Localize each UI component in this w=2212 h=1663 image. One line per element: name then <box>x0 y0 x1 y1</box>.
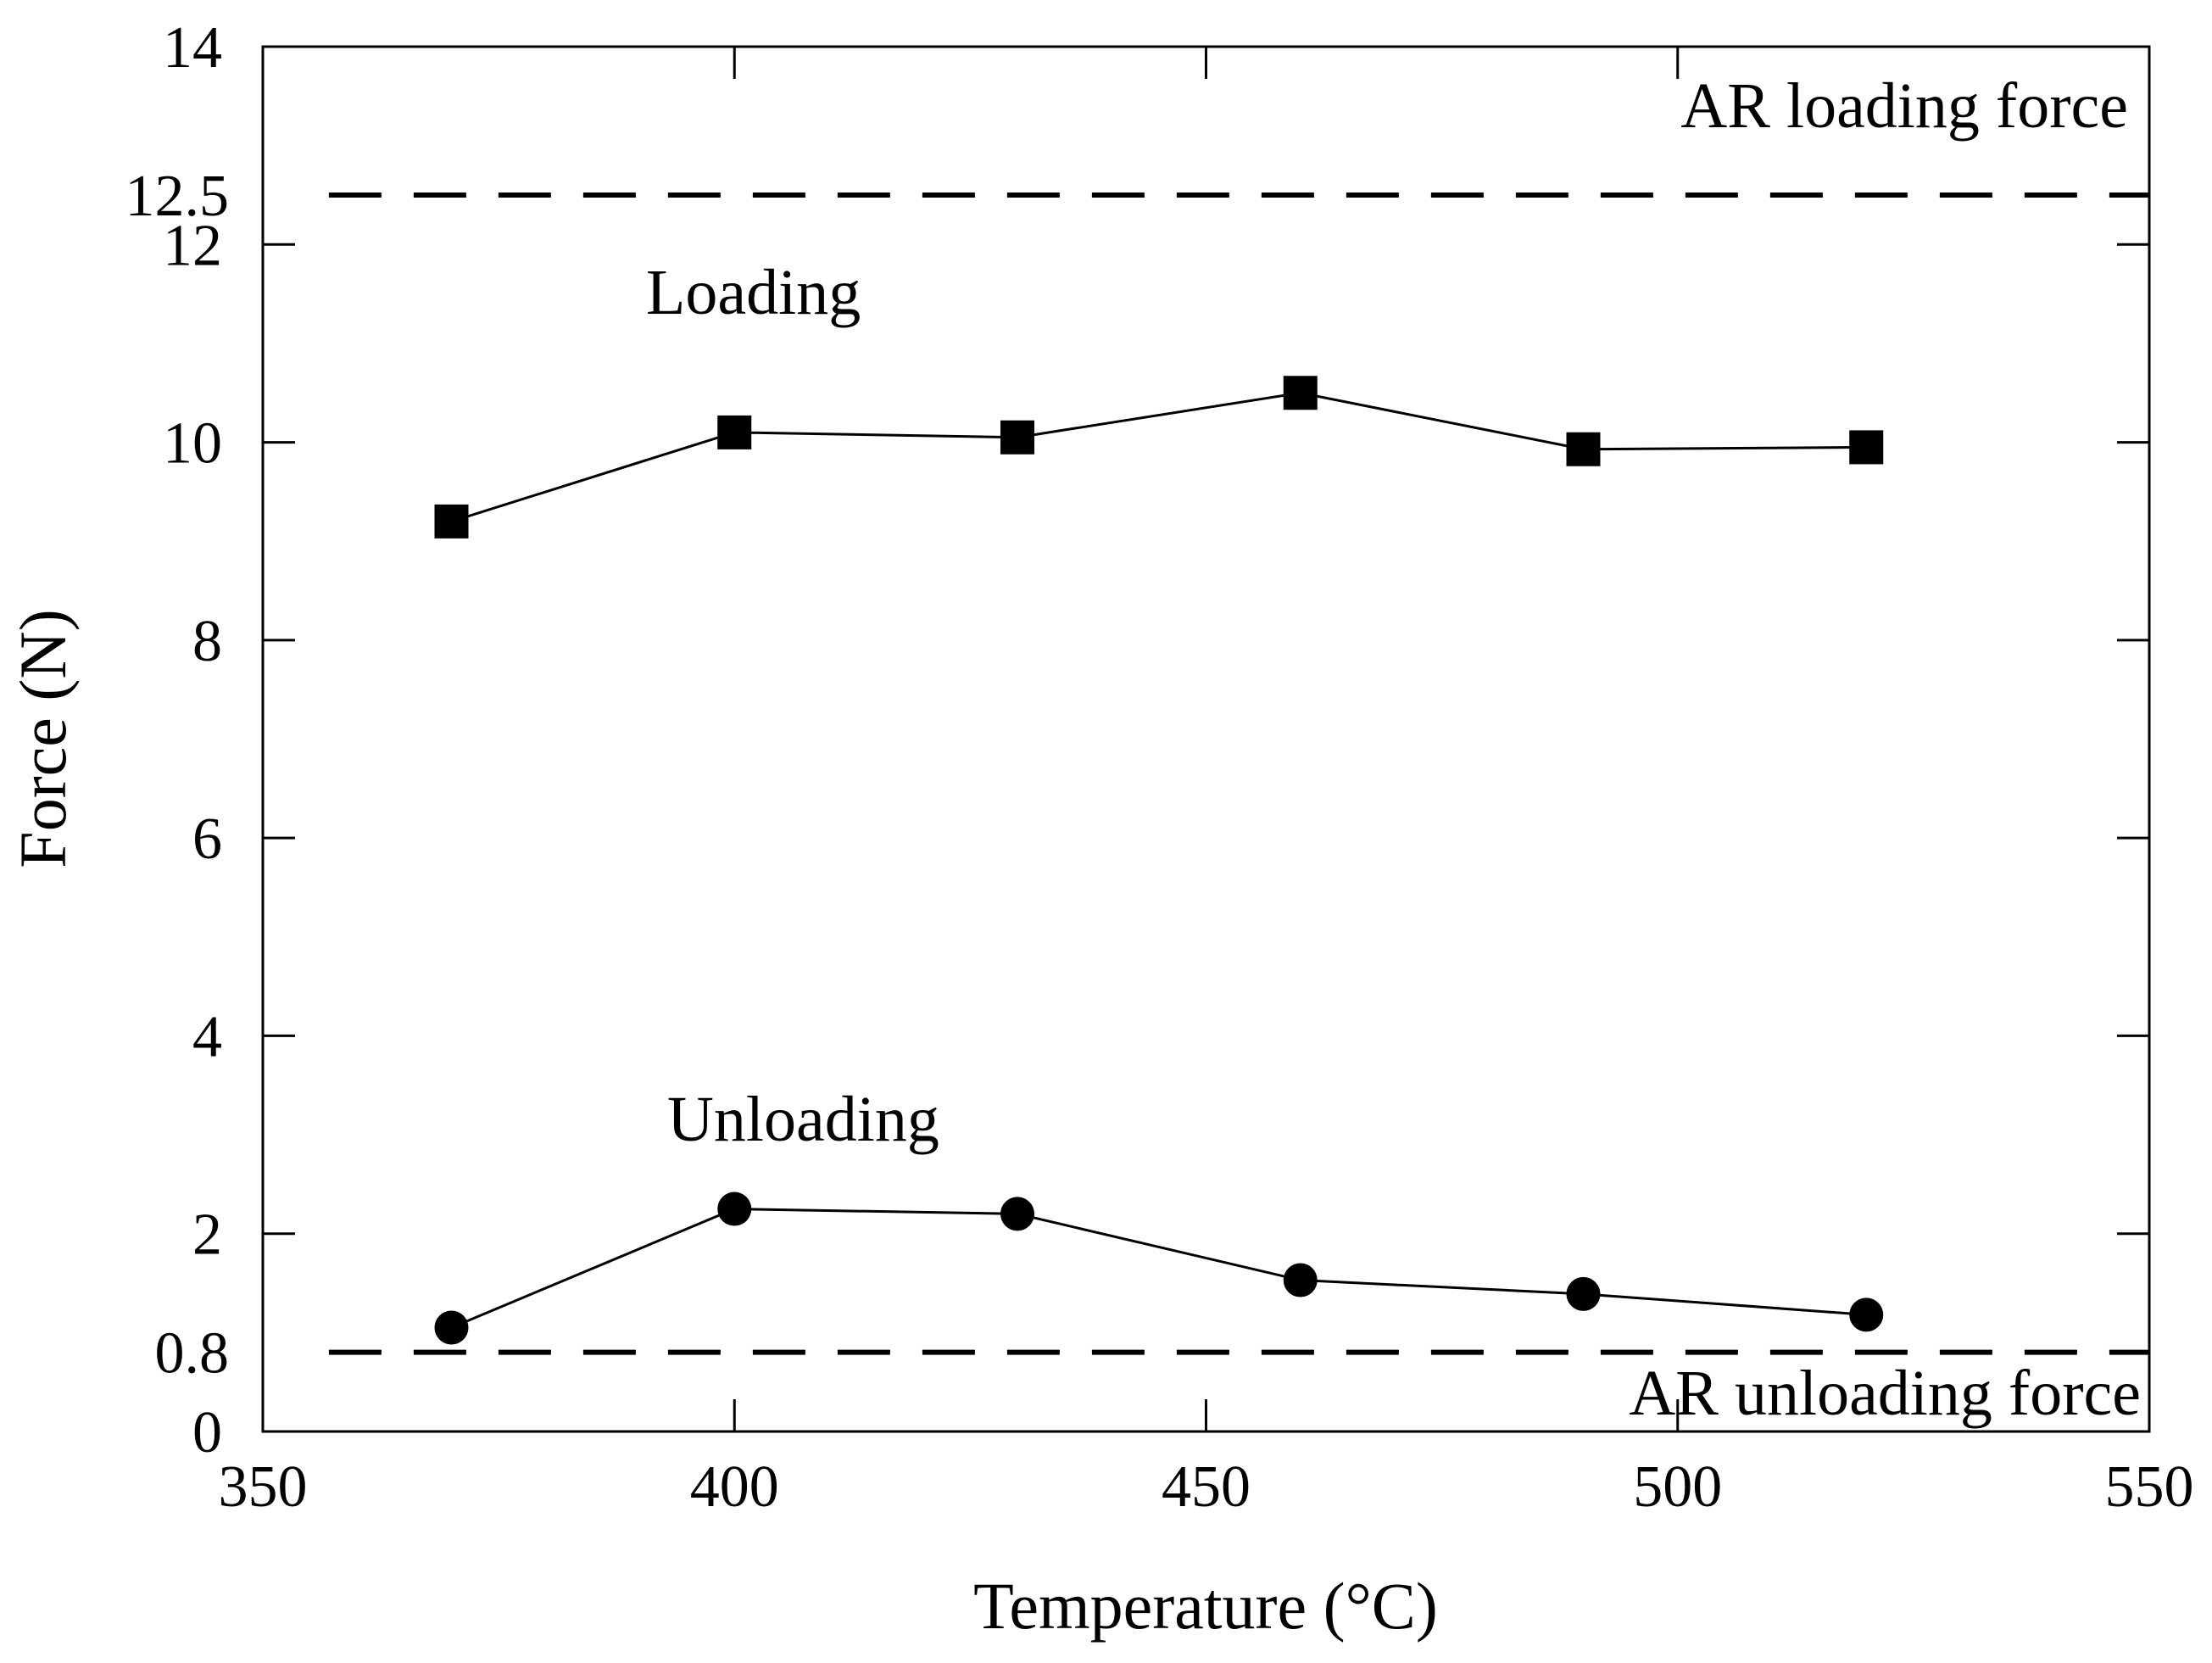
unloading-point <box>1283 1263 1318 1297</box>
unloading-point <box>1000 1197 1034 1231</box>
reference-tick-label: 0.8 <box>155 1321 230 1387</box>
loading-point <box>434 504 469 539</box>
loading-point <box>1283 376 1318 410</box>
loading-point <box>717 415 752 449</box>
unloading-point <box>434 1310 469 1345</box>
data-series <box>434 376 1884 1345</box>
plot-frame <box>261 45 2151 1433</box>
unloading-point <box>1566 1276 1601 1311</box>
y-tick-label: 12 <box>163 213 222 278</box>
unloading-point <box>717 1191 752 1226</box>
unloading-point <box>1849 1297 1884 1332</box>
y-tick-label: 8 <box>192 609 222 674</box>
series-line <box>450 1208 1867 1329</box>
reference-lines <box>328 192 2149 1355</box>
y-tick-label: 4 <box>192 1004 222 1069</box>
y-tick-label: 0 <box>192 1400 222 1465</box>
y-tick-label: 14 <box>163 15 222 81</box>
x-tick-label: 550 <box>2105 1454 2194 1520</box>
y-tick-label: 10 <box>163 411 222 477</box>
axis-ticks <box>261 45 2151 1433</box>
loading-series-label: Loading <box>646 257 861 328</box>
x-axis-title: Temperature (°C) <box>973 1569 1438 1643</box>
x-tick-label: 350 <box>219 1454 308 1520</box>
ar-unloading-force-label: AR unloading force <box>1629 1358 2141 1429</box>
loading-point <box>1566 432 1601 466</box>
x-tick-label: 400 <box>690 1454 779 1520</box>
unloading-series-label: Unloading <box>667 1084 939 1155</box>
ar-loading-force-label: AR loading force <box>1680 70 2128 142</box>
tick-labels: 350 400 450 500 550 0 2 4 6 8 10 12 14 12.5 0.8 <box>125 15 2194 1520</box>
x-tick-label: 450 <box>1162 1454 1251 1520</box>
y-tick-label: 6 <box>192 806 222 872</box>
y-axis-title: Force (N) <box>6 609 80 868</box>
series-line <box>451 391 1867 523</box>
loading-point <box>1000 420 1034 455</box>
reference-tick-label: 12.5 <box>125 164 230 229</box>
y-tick-label: 2 <box>192 1203 222 1268</box>
x-tick-label: 500 <box>1633 1454 1722 1520</box>
loading-point <box>1849 430 1884 465</box>
